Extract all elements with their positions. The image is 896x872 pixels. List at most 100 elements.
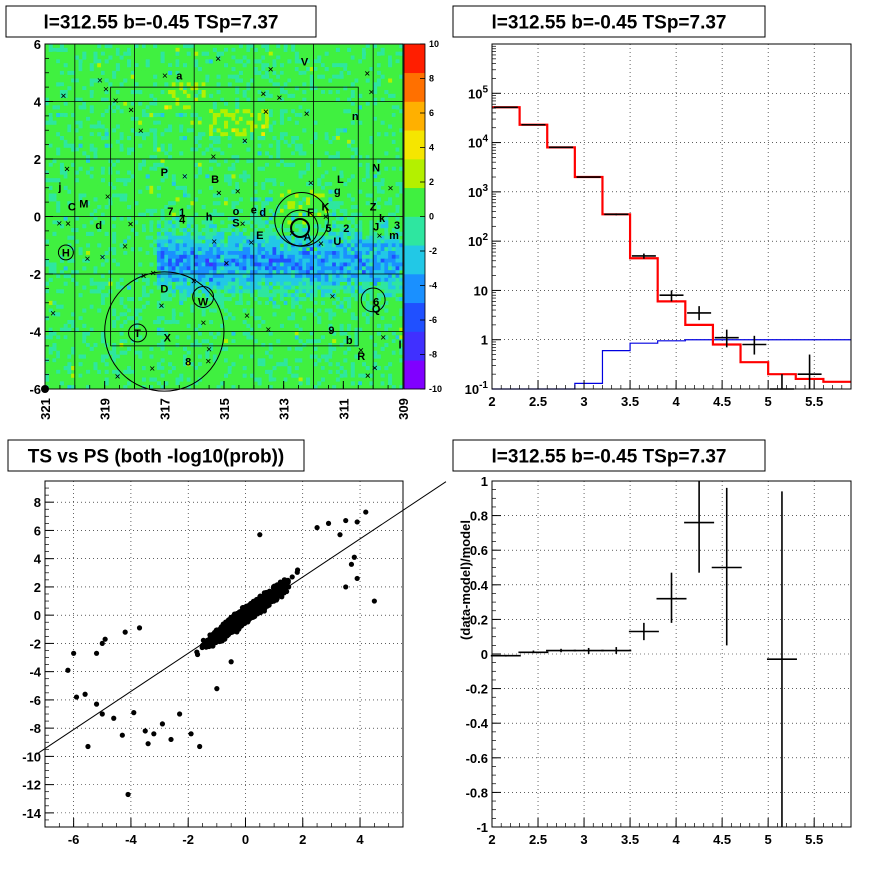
heatmap-cell bbox=[156, 116, 161, 121]
heatmap-cell bbox=[358, 350, 363, 355]
heatmap-cell bbox=[224, 281, 229, 286]
heatmap-cell bbox=[388, 197, 393, 202]
heatmap-cell bbox=[365, 162, 370, 167]
heatmap-cell bbox=[164, 247, 169, 252]
heatmap-cell bbox=[272, 274, 277, 279]
heatmap-cell bbox=[361, 254, 367, 259]
heatmap-cell bbox=[67, 86, 72, 91]
heatmap-cell bbox=[384, 258, 389, 263]
heatmap-cell bbox=[86, 258, 91, 263]
heatmap-cell bbox=[86, 385, 91, 390]
heatmap-cell bbox=[209, 162, 214, 167]
heatmap-cell bbox=[361, 335, 367, 340]
heatmap-cell bbox=[186, 205, 191, 210]
heatmap-cell bbox=[227, 151, 232, 156]
heatmap-cell bbox=[209, 274, 214, 279]
heatmap-cell bbox=[320, 74, 325, 79]
heatmap-cell bbox=[123, 151, 128, 156]
heatmap-cell bbox=[298, 312, 303, 317]
heatmap-cell bbox=[123, 63, 128, 68]
heatmap-cell bbox=[320, 120, 325, 125]
heatmap-cell bbox=[369, 327, 374, 332]
heatmap-cell bbox=[100, 220, 105, 225]
heatmap-cell bbox=[145, 385, 150, 390]
heatmap-cell bbox=[261, 266, 266, 271]
heatmap-cell bbox=[317, 281, 322, 286]
heatmap-cell bbox=[86, 170, 91, 175]
heatmap-cell bbox=[209, 116, 214, 121]
heatmap-cell bbox=[74, 212, 79, 217]
source-marker bbox=[364, 71, 370, 76]
heatmap-cell bbox=[201, 205, 206, 210]
heatmap-cell bbox=[220, 120, 225, 125]
heatmap-cell bbox=[384, 182, 389, 187]
heatmap-cell bbox=[276, 274, 281, 279]
heatmap-cell bbox=[328, 101, 333, 106]
heatmap-cell bbox=[145, 358, 150, 363]
heatmap-cell bbox=[369, 159, 374, 164]
heatmap-cell bbox=[89, 63, 94, 68]
heatmap-cell bbox=[257, 254, 262, 259]
heatmap-cell bbox=[201, 139, 206, 144]
heatmap-cell bbox=[302, 323, 307, 328]
source-marker bbox=[206, 346, 212, 352]
heatmap-cell bbox=[350, 120, 355, 125]
heatmap-cell bbox=[127, 205, 132, 210]
heatmap-cell bbox=[350, 101, 355, 106]
heatmap-cell bbox=[59, 90, 64, 95]
heatmap-cell bbox=[335, 67, 340, 72]
heatmap-cell bbox=[268, 262, 273, 267]
heatmap-cell bbox=[324, 193, 329, 198]
heatmap-cell bbox=[268, 285, 273, 290]
heatmap-cell bbox=[171, 51, 176, 56]
heatmap-cell bbox=[373, 105, 378, 110]
heatmap-cell bbox=[339, 251, 344, 256]
heatmap-cell bbox=[235, 143, 240, 148]
heatmap-cell bbox=[197, 231, 202, 236]
heatmap-cell bbox=[127, 47, 132, 52]
heatmap-cell bbox=[313, 162, 318, 167]
source-label: P bbox=[161, 167, 168, 179]
heatmap-cell bbox=[313, 385, 318, 390]
heatmap-cell bbox=[253, 55, 258, 60]
heatmap-cell bbox=[97, 124, 102, 129]
heatmap-cell bbox=[272, 212, 277, 217]
heatmap-cell bbox=[227, 358, 232, 363]
heatmap-cell bbox=[261, 335, 266, 340]
heatmap-cell bbox=[171, 251, 176, 256]
heatmap-cell bbox=[134, 67, 139, 72]
colorbar-tick-label: 0 bbox=[429, 212, 434, 222]
heatmap-cell bbox=[224, 109, 229, 114]
heatmap-cell bbox=[279, 297, 284, 302]
heatmap-cell bbox=[343, 182, 348, 187]
heatmap-cell bbox=[257, 231, 262, 236]
heatmap-cell bbox=[369, 247, 374, 252]
heatmap-cell bbox=[186, 251, 191, 256]
heatmap-cell bbox=[56, 369, 61, 374]
heatmap-cell bbox=[123, 247, 128, 252]
heatmap-cell bbox=[160, 281, 165, 286]
heatmap-cell bbox=[134, 339, 139, 344]
heatmap-cell bbox=[350, 285, 355, 290]
heatmap-cell bbox=[320, 251, 325, 256]
heatmap-cell bbox=[399, 289, 404, 294]
x-tick-label: 321 bbox=[38, 398, 53, 420]
heatmap-cell bbox=[298, 231, 303, 236]
heatmap-cell bbox=[242, 366, 247, 371]
heatmap-cell bbox=[250, 70, 255, 75]
heatmap-cell bbox=[220, 258, 225, 263]
source-marker bbox=[122, 244, 128, 249]
heatmap-cell bbox=[82, 105, 87, 110]
heatmap-cell bbox=[52, 208, 57, 213]
heatmap-cell bbox=[365, 262, 370, 267]
heatmap-cell bbox=[48, 335, 53, 340]
heatmap-cell bbox=[279, 323, 284, 328]
heatmap-cell bbox=[194, 151, 199, 156]
heatmap-cell bbox=[261, 182, 266, 187]
heatmap-cell bbox=[343, 297, 348, 302]
heatmap-cell bbox=[160, 216, 165, 221]
heatmap-cell bbox=[328, 254, 333, 259]
heatmap-cell bbox=[246, 59, 251, 64]
heatmap-cell bbox=[171, 193, 176, 198]
model-background-step bbox=[492, 339, 851, 390]
